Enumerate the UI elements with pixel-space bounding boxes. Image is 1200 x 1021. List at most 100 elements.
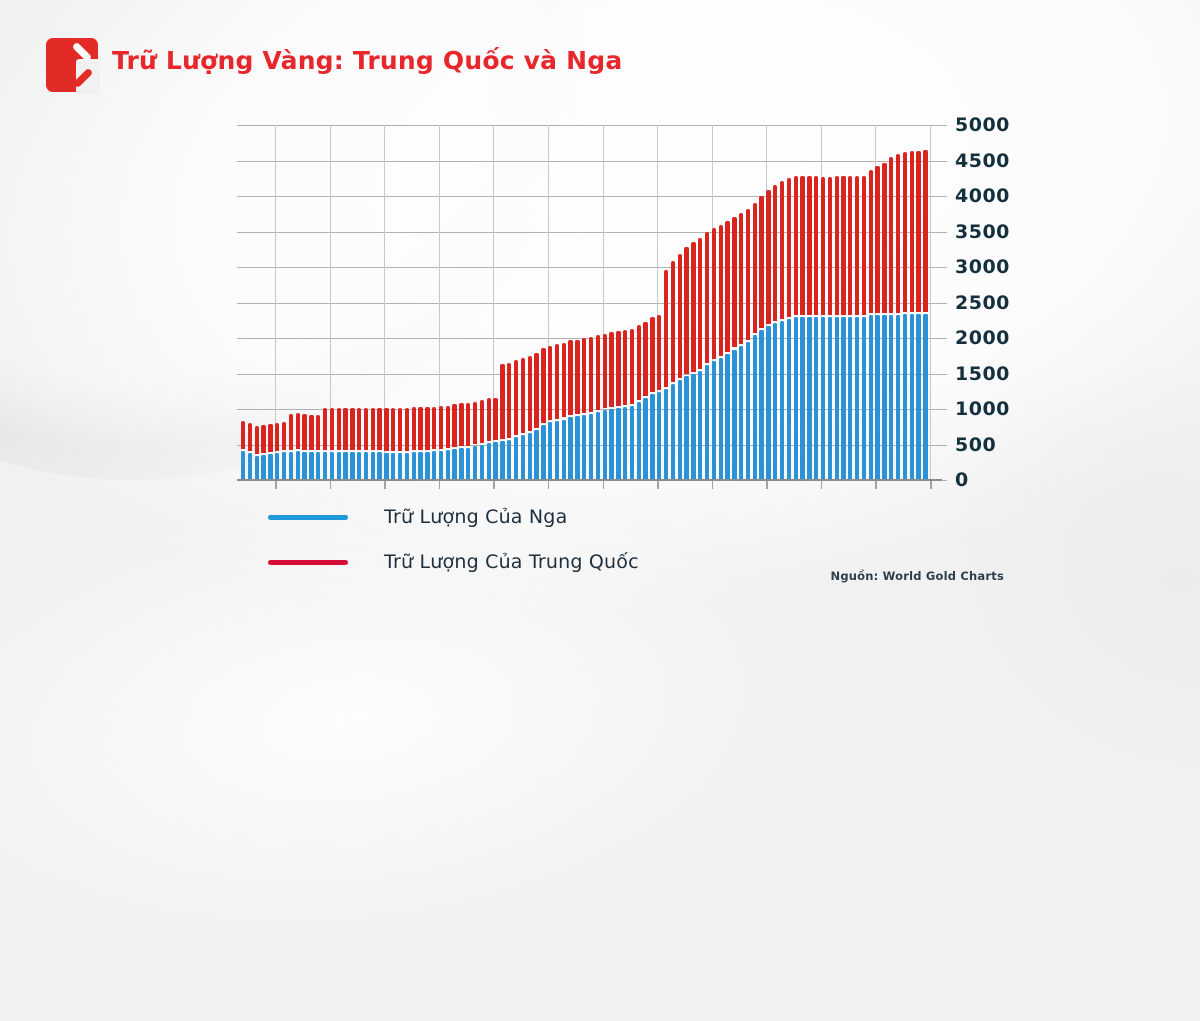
bar-segment-russia [704, 365, 710, 480]
bar-segment-russia [432, 451, 437, 480]
bar-segment-russia [281, 452, 287, 480]
bar-segment-russia [725, 353, 730, 480]
bar-segment-china [786, 178, 792, 317]
x-axis-tick [766, 480, 768, 489]
bar-segment-russia [909, 314, 914, 480]
bar-segment-china [472, 401, 478, 445]
bar-segment-china [732, 216, 737, 348]
chart-legend: Trữ Lượng Của Nga Trữ Lượng Của Trung Qu… [268, 503, 639, 593]
bar-segment-china [377, 407, 382, 451]
bar-segment-china [268, 424, 273, 453]
x-axis-tick [930, 480, 932, 489]
bar-segment-china [752, 202, 757, 334]
bar-segment-russia [459, 448, 464, 480]
x-axis-line [237, 479, 942, 481]
bar-segment-russia [472, 446, 478, 480]
bar-segment-russia [568, 417, 573, 480]
bar-segment-russia [745, 341, 751, 480]
bar-segment-russia [275, 453, 280, 480]
bar-segment-russia [343, 452, 348, 480]
bar-segment-china [404, 407, 410, 451]
bar-segment-russia [793, 316, 798, 480]
y-axis-tick-label: 0 [955, 469, 969, 491]
bar-segment-russia [493, 442, 498, 480]
bar-segment-china [486, 398, 491, 442]
bar-segment-russia [616, 407, 621, 480]
bar-segment-china [397, 407, 403, 451]
bar-segment-russia [466, 447, 471, 480]
bar-segment-russia [711, 360, 717, 480]
bar-segment-china [479, 400, 485, 443]
bar-segment-russia [418, 451, 423, 480]
x-axis-tick [602, 480, 604, 489]
bar-segment-russia [309, 452, 314, 480]
bar-segment-russia [657, 392, 662, 480]
bar-segment-china [425, 407, 430, 450]
bar-segment-china [520, 357, 526, 433]
bar-segment-russia [698, 370, 703, 480]
bar-segment-china [343, 407, 348, 451]
bar-segment-russia [861, 316, 867, 480]
bar-segment-russia [882, 314, 887, 480]
bar-segment-russia [663, 389, 669, 480]
legend-label-russia: Trữ Lượng Của Nga [384, 506, 568, 528]
bar-segment-russia [322, 452, 328, 480]
bar-segment-china [766, 190, 771, 325]
bar-segment-china [418, 407, 423, 450]
bar-segment-china [316, 414, 321, 451]
bar-segment-russia [513, 436, 519, 480]
bar-segment-china [513, 360, 519, 435]
bar-segment-russia [384, 452, 389, 480]
bar-segment-russia [445, 450, 450, 480]
bar-segment-russia [691, 373, 696, 480]
bar-segment-china [684, 247, 689, 375]
x-axis-tick [329, 480, 332, 489]
bar-segment-china [466, 402, 471, 446]
bar-segment-russia [507, 439, 512, 480]
bar-segment-russia [254, 455, 259, 480]
bar-segment-china [670, 260, 676, 382]
x-axis-tick [657, 480, 659, 489]
legend-swatch-china [268, 559, 348, 565]
bar-segment-russia [534, 429, 539, 480]
bar-segment-china [507, 362, 512, 438]
bar-segment-russia [602, 410, 607, 480]
bar-segment-russia [350, 452, 355, 480]
bar-segment-russia [520, 434, 526, 480]
bar-segment-china [411, 407, 416, 450]
bar-segment-russia [452, 448, 457, 480]
bar-segment-russia [609, 409, 614, 480]
bar-segment-russia [677, 379, 682, 480]
bar-segment-russia [732, 349, 737, 480]
legend-item-russia: Trữ Lượng Của Nga [268, 503, 639, 531]
bar-segment-russia [363, 452, 369, 480]
bar-segment-russia [643, 398, 648, 480]
bar-segment-china [616, 331, 621, 406]
bar-segment-russia [670, 384, 676, 480]
bar-segment-china [814, 176, 819, 315]
bar-segment-china [575, 339, 580, 415]
bar-segment-russia [800, 316, 805, 480]
bar-segment-china [595, 335, 601, 410]
bar-segment-russia [827, 316, 833, 480]
bar-segment-china [582, 337, 587, 413]
bar-segment-russia [295, 450, 300, 480]
bar-segment-china [738, 212, 744, 344]
bar-segment-china [861, 176, 867, 315]
bar-segment-china [602, 333, 607, 409]
x-axis-tick [384, 480, 386, 489]
bar-segment-russia [684, 376, 689, 480]
bar-segment-russia [247, 452, 253, 480]
bar-segment-china [807, 176, 812, 315]
y-axis-tick-label: 5000 [955, 114, 1010, 136]
y-axis-tick-label: 4500 [955, 149, 1010, 172]
bar-segment-china [336, 407, 341, 451]
bar-segment-russia [848, 316, 853, 480]
bar-segment-russia [889, 314, 894, 480]
bar-segment-russia [875, 314, 880, 480]
bar-segment-russia [773, 323, 778, 480]
bar-segment-china [773, 185, 778, 322]
bar-segment-china [459, 403, 464, 447]
bar-segment-china [909, 151, 914, 313]
bar-segment-russia [554, 421, 560, 480]
